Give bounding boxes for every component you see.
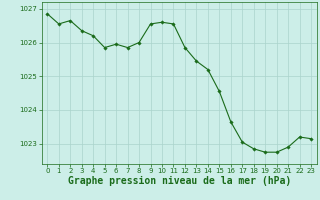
- X-axis label: Graphe pression niveau de la mer (hPa): Graphe pression niveau de la mer (hPa): [68, 176, 291, 186]
